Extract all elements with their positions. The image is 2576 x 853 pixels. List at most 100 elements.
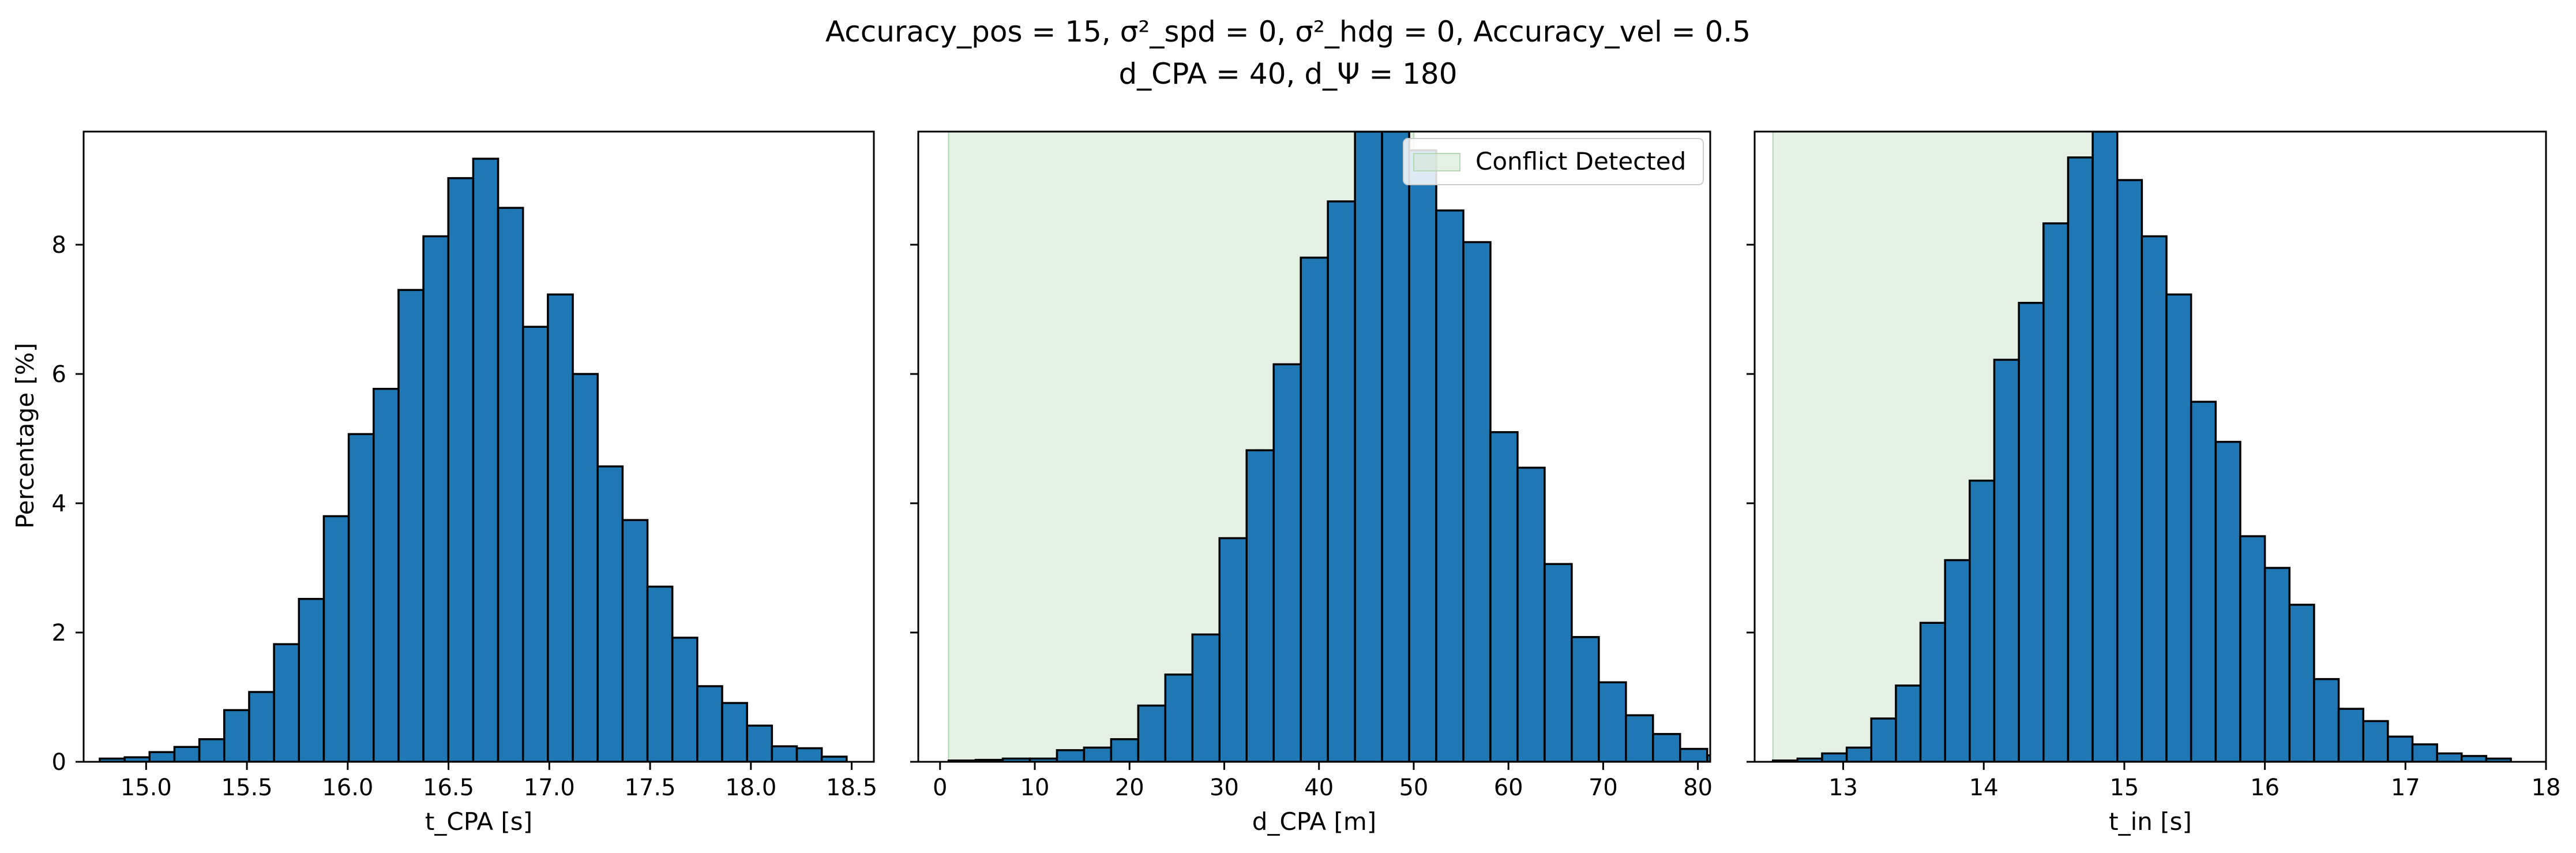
x-tick-label: 13 (1828, 775, 1858, 801)
histogram-bar (1845, 746, 1873, 762)
histogram-bar (1056, 749, 1086, 762)
histogram-panel-d-cpa: 0 10 20 30 40 50 60 70 80 d_CPA [m] Conflict Detec… (910, 130, 1713, 836)
histogram-bar (1919, 622, 1946, 762)
x-tick-label: 10 (1020, 775, 1050, 801)
histogram-bar (1895, 684, 1922, 762)
histogram-bar (1272, 363, 1302, 762)
histogram-bar (820, 755, 848, 762)
histogram-bar (521, 326, 549, 762)
y-tick-label: 2 (52, 620, 66, 646)
y-axis-label: Percentage [%] (11, 343, 39, 529)
histogram-bar (1462, 241, 1492, 762)
histogram-bar (2018, 302, 2045, 762)
histogram-bar (572, 373, 599, 762)
histogram-bar (1516, 466, 1546, 762)
histogram-bar (1245, 449, 1275, 762)
histogram-bar (596, 465, 624, 762)
x-tick-label: 14 (1969, 775, 1999, 801)
x-tick-label: 16.5 (423, 775, 474, 801)
histogram-bar (2165, 293, 2192, 762)
plot-area-t-in (1771, 132, 2512, 762)
x-tick-label: 30 (1210, 775, 1239, 801)
histogram-bar (771, 745, 798, 762)
axes-frame-t-in (1753, 130, 2547, 763)
histogram-bar (2190, 401, 2217, 762)
x-tick-label: 20 (1115, 775, 1144, 801)
histogram-bar (1969, 480, 1996, 762)
histogram-bar (1625, 714, 1654, 762)
histogram-bar (1544, 563, 1573, 762)
x-axis-label-t-cpa: t_CPA [s] (425, 807, 532, 836)
histogram-bar (2116, 179, 2143, 762)
x-axis-label-d-cpa: d_CPA [m] (1252, 807, 1376, 836)
histogram-bar (2436, 752, 2463, 762)
x-tick-label: 15.5 (221, 775, 273, 801)
histogram-bar (2337, 708, 2364, 762)
histogram-bar (671, 637, 699, 762)
y-tick-label: 4 (52, 491, 66, 517)
histogram-bar (2313, 678, 2340, 762)
histogram-bar (2411, 743, 2438, 762)
axes-frame-t-cpa (82, 130, 875, 763)
x-tick-label: 18.5 (826, 775, 877, 801)
x-tick-label: 17.5 (625, 775, 676, 801)
plot-area-d-cpa (947, 132, 1710, 762)
histogram-bar (1706, 754, 1710, 762)
histogram-bar (248, 691, 275, 762)
histogram-bar (721, 702, 748, 762)
histogram-bar (497, 207, 524, 762)
histogram-bar (1191, 633, 1221, 762)
histogram-bar (1571, 636, 1600, 762)
histogram-bar (696, 685, 723, 762)
histogram-bar (2214, 440, 2241, 762)
y-tick-label: 8 (52, 232, 66, 259)
histogram-bar (1435, 209, 1465, 762)
x-tick-label: 80 (1683, 775, 1713, 801)
histogram-bar (621, 519, 649, 762)
histogram-bar (2091, 132, 2119, 762)
histogram-bar (1408, 149, 1437, 762)
x-tick-label: 18.0 (725, 775, 776, 801)
histogram-bar (1137, 704, 1167, 762)
histogram-bar (646, 585, 674, 762)
legend: Conflict Detected (1403, 138, 1704, 185)
x-tick-label: 16.0 (322, 775, 373, 801)
histogram-bar (2067, 156, 2094, 762)
legend-label: Conflict Detected (1475, 147, 1686, 175)
legend-box (1403, 138, 1704, 185)
x-tick-label: 17.0 (524, 775, 575, 801)
histogram-bar (1164, 674, 1194, 762)
histogram-bar (347, 433, 375, 762)
histogram-bar (2042, 222, 2070, 762)
histogram-bar (1489, 431, 1519, 762)
histogram-bar (2387, 735, 2414, 762)
histogram-bar (1944, 559, 1971, 762)
histogram-bar (1679, 747, 1708, 762)
x-tick-label: 70 (1589, 775, 1618, 801)
figure-title-line2: d_CPA = 40, d_Ψ = 180 (1118, 57, 1457, 91)
x-tick-label: 60 (1494, 775, 1523, 801)
x-tick-label: 16 (2250, 775, 2280, 801)
plot-area-t-cpa (99, 158, 848, 762)
histogram-bar (223, 709, 250, 762)
histogram-panel-t-in: 13 14 15 16 17 18 t_in [s] (1747, 130, 2560, 836)
histogram-bar (1598, 681, 1627, 762)
x-tick-label: 0 (933, 775, 947, 801)
histogram-bar (1110, 738, 1140, 762)
histogram-bar (1327, 200, 1356, 762)
histogram-bar (322, 515, 350, 762)
histogram-bar (547, 293, 574, 762)
histogram-bar (198, 738, 226, 762)
histogram-bar (1821, 752, 1848, 762)
y-tick-label: 6 (52, 361, 66, 388)
histogram-bar (1083, 746, 1113, 762)
legend-swatch (1413, 153, 1460, 171)
histogram-bar (372, 388, 400, 762)
histogram-bar (148, 751, 176, 762)
histogram-bar (2141, 235, 2168, 762)
histogram-bar (2263, 567, 2291, 762)
x-tick-label: 15 (2109, 775, 2139, 801)
histogram-bar (298, 598, 325, 762)
histogram-bar (1218, 537, 1248, 762)
